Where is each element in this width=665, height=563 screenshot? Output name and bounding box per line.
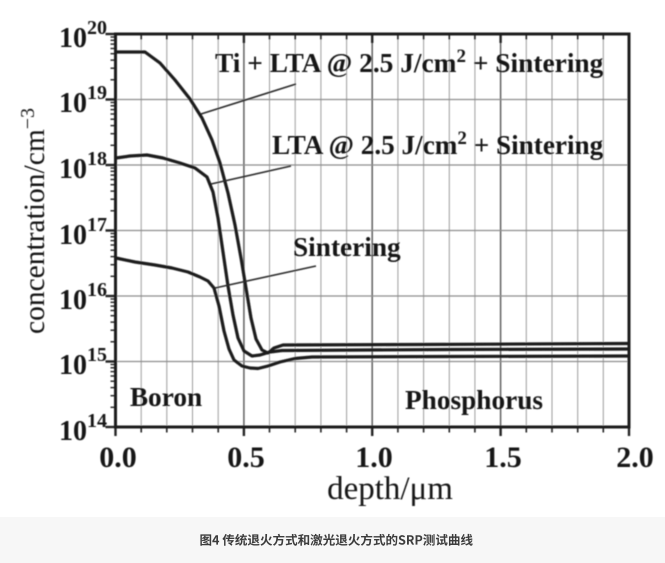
svg-text:2.0: 2.0 bbox=[616, 441, 654, 474]
svg-text:0.0: 0.0 bbox=[99, 441, 137, 474]
svg-text:Boron: Boron bbox=[130, 382, 202, 412]
svg-text:1.0: 1.0 bbox=[355, 441, 393, 474]
svg-text:Sintering: Sintering bbox=[293, 232, 401, 262]
svg-text:concentration/cm−3: concentration/cm−3 bbox=[17, 108, 51, 334]
svg-text:Phosphorus: Phosphorus bbox=[405, 385, 543, 415]
svg-text:LTA @ 2.5 J/cm2 + Sintering: LTA @ 2.5 J/cm2 + Sintering bbox=[272, 128, 604, 160]
svg-text:1.5: 1.5 bbox=[484, 441, 522, 474]
svg-text:Ti + LTA @ 2.5 J/cm2 + Sinteri: Ti + LTA @ 2.5 J/cm2 + Sintering bbox=[215, 46, 604, 78]
svg-text:0.5: 0.5 bbox=[227, 441, 265, 474]
svg-text:depth/μm: depth/μm bbox=[327, 471, 453, 507]
